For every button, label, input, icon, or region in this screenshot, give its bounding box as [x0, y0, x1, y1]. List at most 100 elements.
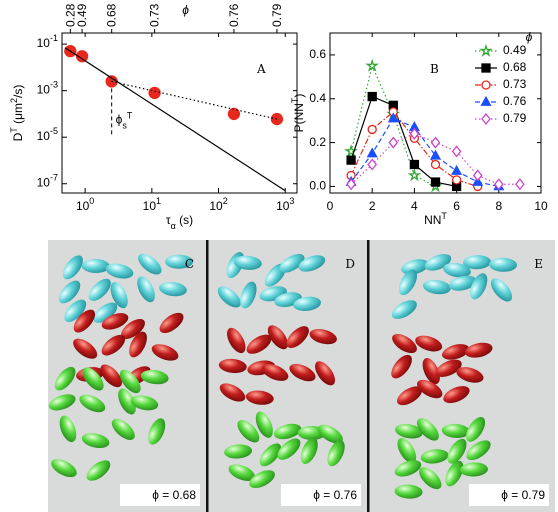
marker: [387, 112, 399, 123]
x-tick-label-part: 1: [156, 196, 161, 206]
particle: [86, 460, 111, 481]
particle: [391, 300, 417, 319]
marker: [227, 107, 241, 121]
annotation-part: s: [122, 120, 127, 130]
series-line: [111, 80, 278, 120]
particle: [88, 278, 111, 301]
label-box: [120, 484, 200, 506]
particle: [415, 335, 443, 352]
y-axis-label-part: 2: [9, 98, 19, 103]
x-tick-label-part: 10: [76, 199, 90, 213]
phi-label: ϕ = 0.76: [313, 488, 357, 502]
legend-label: 0.79: [503, 111, 527, 125]
particle: [73, 309, 96, 333]
particle: [82, 367, 104, 391]
x-tick-label: 10: [534, 199, 548, 213]
y-tick-label: 0.0: [309, 179, 326, 193]
series-line: [350, 64, 436, 187]
legend-marker: [479, 43, 493, 57]
particle: [395, 423, 423, 439]
particle: [465, 342, 493, 358]
y-axis-label-part: /s): [11, 85, 25, 98]
particle: [62, 255, 83, 280]
particle: [456, 367, 484, 383]
series-line: [64, 47, 286, 192]
y-axis-label: DT (μm2/s): [9, 85, 25, 142]
marker: [365, 58, 380, 72]
y-axis-label-part: T: [9, 127, 19, 133]
x-tick-label: 102: [209, 196, 227, 213]
particle: [419, 467, 442, 490]
y-tick-label-part: 10: [37, 176, 51, 190]
marker: [75, 50, 89, 63]
legend-label: 0.49: [503, 43, 527, 57]
particle: [81, 433, 110, 449]
x-axis-label-part: τ: [166, 213, 171, 227]
x-tick-label: 103: [276, 196, 294, 213]
particle: [315, 361, 336, 386]
particle: [79, 394, 106, 413]
particle: [293, 296, 322, 311]
particle: [219, 383, 246, 402]
particle: [277, 438, 301, 460]
particle: [447, 438, 467, 464]
particle: [401, 259, 429, 275]
particle: [137, 276, 155, 303]
x-tick-label: 8: [495, 199, 502, 213]
y-tick-label: 0.6: [309, 47, 326, 61]
y-tick-label-part: 10: [37, 36, 51, 50]
particle: [394, 460, 422, 477]
particle: [165, 254, 194, 269]
particle: [233, 255, 262, 270]
y-axis-label-part: ): [292, 94, 306, 98]
particle: [289, 363, 316, 382]
x-axis-label-part: α: [171, 221, 176, 231]
y-tick-label-part: 10: [37, 83, 51, 97]
particle: [159, 312, 184, 334]
marker: [430, 177, 441, 187]
particle: [422, 357, 440, 385]
marker: [409, 127, 420, 140]
legend-marker: [481, 112, 491, 126]
label-box: [469, 484, 549, 506]
particle: [148, 418, 166, 445]
plot-frame: [61, 32, 298, 194]
marker: [430, 136, 441, 149]
legend-label: 0.73: [503, 77, 527, 91]
particle: [397, 438, 417, 464]
particle: [138, 253, 162, 275]
particle: [449, 275, 477, 291]
marker: [346, 155, 356, 165]
marker: [388, 136, 399, 149]
particle: [245, 390, 274, 405]
particle: [459, 462, 488, 477]
particle: [489, 257, 518, 272]
y-tick-label: 10-1: [37, 33, 58, 50]
marker: [451, 164, 463, 175]
marker: [430, 149, 441, 160]
x2-tick-label: 0.79: [270, 3, 284, 27]
y-axis-label-part: D: [11, 132, 25, 141]
particle: [81, 259, 110, 274]
particle: [59, 415, 77, 443]
particle: [54, 366, 76, 391]
x2-tick-label: 0.28: [63, 3, 77, 27]
panel-letter: E: [534, 257, 543, 271]
particle: [129, 331, 147, 358]
y-tick-label-part: -5: [50, 127, 58, 137]
x2-tick-label: 0.73: [148, 3, 162, 27]
y-axis-label-part: T: [290, 97, 300, 103]
legend-label: 0.76: [503, 94, 527, 108]
particle: [255, 411, 273, 438]
label-box: [281, 484, 361, 506]
particle: [309, 329, 337, 345]
particle: [300, 437, 318, 465]
y-axis-label: P(NNT): [290, 94, 306, 133]
particle: [317, 424, 343, 444]
marker: [409, 159, 420, 170]
x2-axis-label: ϕ: [182, 3, 189, 17]
particle: [93, 302, 118, 323]
marker: [493, 178, 504, 191]
particle: [416, 418, 439, 441]
annotation-part: T: [127, 110, 133, 120]
